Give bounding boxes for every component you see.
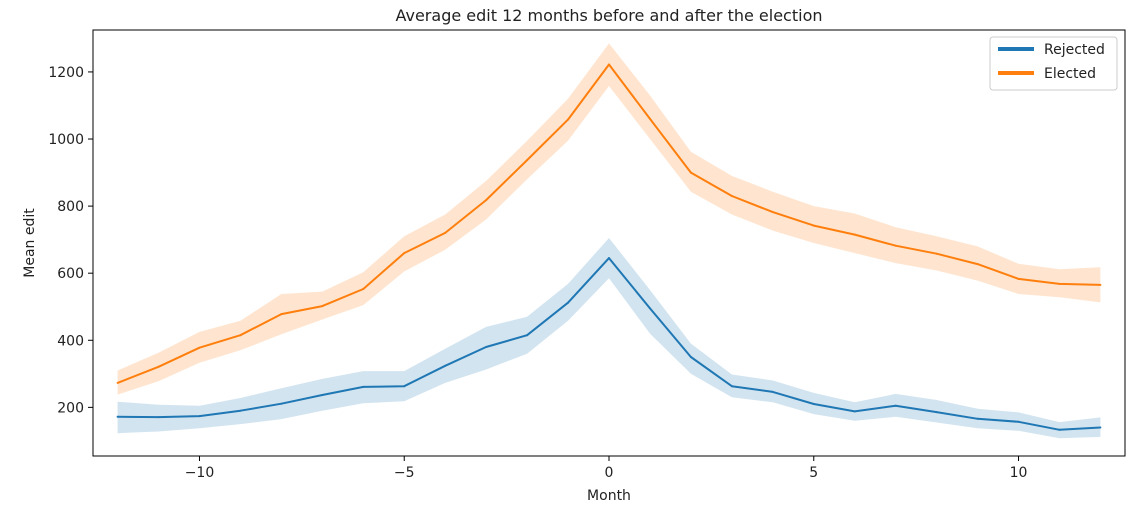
legend-label-rejected: Rejected bbox=[1044, 42, 1105, 58]
elected-point bbox=[730, 195, 733, 197]
elected-point bbox=[403, 252, 406, 255]
elected-point bbox=[198, 346, 201, 349]
rejected-point bbox=[853, 410, 856, 413]
plot-frame bbox=[92, 29, 1126, 457]
rejected-point bbox=[403, 385, 406, 388]
rejected-point bbox=[812, 403, 815, 405]
legend: Rejected Elected bbox=[989, 36, 1118, 91]
elected-point bbox=[812, 224, 815, 227]
rejected-point bbox=[116, 415, 119, 418]
rejected-point bbox=[526, 334, 529, 337]
elected-point bbox=[976, 263, 979, 266]
elected-point bbox=[689, 171, 692, 174]
x-axis-ticks: −10 −5 0 5 10 bbox=[185, 456, 1028, 481]
rejected-point bbox=[1017, 420, 1020, 423]
rejected-point bbox=[239, 409, 242, 412]
y-tick-label: 800 bbox=[57, 199, 84, 215]
elected-point bbox=[321, 305, 324, 308]
rejected-point bbox=[649, 307, 651, 310]
elected-point bbox=[1017, 277, 1020, 280]
elected-point bbox=[935, 252, 938, 255]
elected-point bbox=[853, 233, 856, 236]
chart-title: Average edit 12 months before and after … bbox=[395, 6, 822, 25]
elected-point bbox=[444, 231, 447, 234]
elected-point bbox=[567, 118, 569, 121]
y-axis-label: Mean edit bbox=[22, 208, 38, 278]
y-tick-label: 400 bbox=[57, 333, 84, 349]
rejected-point bbox=[730, 385, 733, 388]
rejected-point bbox=[689, 356, 692, 358]
elected-point bbox=[649, 117, 651, 120]
x-tick-label: −5 bbox=[394, 465, 415, 481]
elected-point bbox=[894, 244, 897, 247]
x-tick-label: 5 bbox=[809, 465, 818, 481]
elected-point bbox=[526, 159, 529, 162]
elected-point bbox=[157, 365, 160, 368]
y-tick-label: 200 bbox=[57, 400, 84, 416]
elected-point bbox=[1058, 282, 1061, 285]
elected-confidence-band bbox=[117, 43, 1101, 395]
x-axis-label: Month bbox=[587, 488, 631, 504]
y-tick-label: 1000 bbox=[48, 132, 84, 148]
y-axis-ticks: 200 400 600 800 1000 1200 bbox=[48, 65, 93, 416]
rejected-point bbox=[567, 301, 569, 304]
series-lines bbox=[116, 63, 1102, 431]
legend-label-elected: Elected bbox=[1044, 66, 1096, 82]
rejected-point bbox=[157, 416, 160, 419]
rejected-point bbox=[444, 364, 447, 367]
rejected-point bbox=[362, 385, 365, 388]
elected-point bbox=[1099, 283, 1102, 286]
rejected-point bbox=[280, 402, 283, 405]
rejected-point bbox=[608, 257, 610, 260]
elected-point bbox=[362, 288, 365, 290]
rejected-point bbox=[485, 346, 488, 348]
rejected-point bbox=[935, 411, 938, 414]
rejected-point bbox=[198, 415, 201, 418]
rejected-point bbox=[1058, 428, 1061, 431]
elected-point bbox=[608, 63, 610, 66]
elected-point bbox=[116, 381, 119, 384]
rejected-point bbox=[771, 390, 774, 393]
y-tick-label: 600 bbox=[57, 266, 84, 282]
x-tick-label: 10 bbox=[1010, 465, 1028, 481]
elected-point bbox=[485, 199, 488, 202]
elected-point bbox=[771, 211, 774, 214]
rejected-point bbox=[894, 404, 897, 407]
y-tick-label: 1200 bbox=[48, 65, 84, 81]
x-tick-label: 0 bbox=[605, 465, 614, 481]
x-tick-label: −10 bbox=[185, 465, 215, 481]
confidence-bands bbox=[117, 43, 1101, 439]
rejected-point bbox=[1099, 426, 1102, 429]
elected-point bbox=[239, 334, 242, 337]
rejected-point bbox=[976, 417, 979, 420]
rejected-confidence-band bbox=[117, 238, 1101, 439]
rejected-point bbox=[321, 394, 324, 396]
elected-point bbox=[280, 313, 283, 316]
